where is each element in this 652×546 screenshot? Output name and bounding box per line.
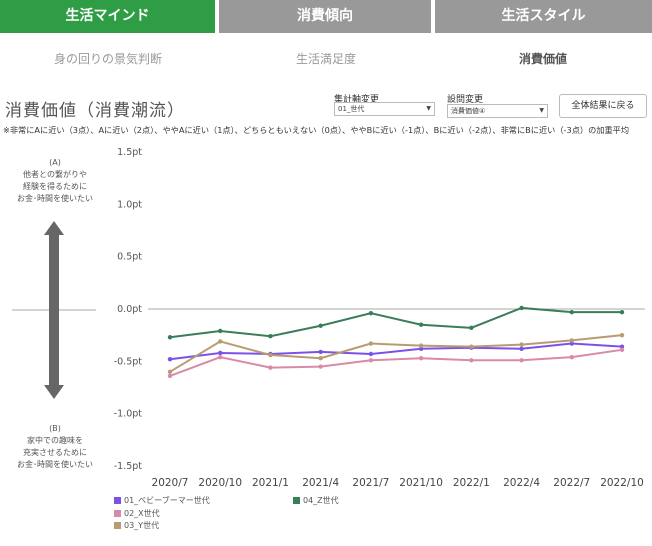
y-tick-label: 1.0pt — [117, 199, 142, 210]
x-tick-label: 2022/7 — [553, 477, 590, 489]
aggregate-select-value: 01_世代 — [338, 105, 364, 113]
data-point — [469, 344, 473, 348]
reset-button[interactable]: 全体結果に戻る — [559, 94, 647, 118]
data-point — [168, 357, 172, 361]
data-point — [268, 334, 272, 338]
data-point — [218, 355, 222, 359]
legend-label: 03_Y世代 — [124, 521, 159, 530]
data-point — [268, 365, 272, 369]
subtab-economy-judgment[interactable]: 身の回りの景気判断 — [8, 50, 208, 67]
data-point — [570, 338, 574, 342]
data-point — [469, 326, 473, 330]
legend-label: 01_ベビーブーマー世代 — [124, 496, 210, 505]
x-tick-label: 2021/1 — [252, 477, 289, 489]
page-title: 消費価値（消費潮流） — [5, 96, 185, 121]
data-point — [168, 335, 172, 339]
legend-item: 02_X世代 — [114, 508, 160, 519]
data-point — [168, 374, 172, 378]
x-tick-label: 2022/4 — [503, 477, 540, 489]
legend-label: 02_X世代 — [124, 509, 160, 518]
y-tick-label: -1.5pt — [114, 461, 143, 472]
data-point — [318, 356, 322, 360]
data-point — [369, 341, 373, 345]
x-tick-label: 2022/10 — [600, 477, 644, 489]
data-point — [318, 364, 322, 368]
data-point — [369, 311, 373, 315]
data-point — [218, 351, 222, 355]
data-point — [620, 333, 624, 337]
legend-item: 04_Z世代 — [293, 495, 339, 506]
legend-label: 04_Z世代 — [303, 496, 339, 505]
data-point — [369, 358, 373, 362]
legend-swatch — [114, 522, 121, 529]
subtab-life-satisfaction[interactable]: 生活満足度 — [226, 50, 426, 67]
question-select[interactable]: 消費価値④ ▼ — [447, 104, 548, 118]
data-point — [218, 329, 222, 333]
data-point — [369, 352, 373, 356]
legend-swatch — [114, 510, 121, 517]
data-point — [318, 324, 322, 328]
aggregate-select[interactable]: 01_世代 ▼ — [334, 102, 435, 116]
series-line — [170, 308, 622, 337]
data-point — [519, 347, 523, 351]
data-point — [519, 306, 523, 310]
y-tick-label: 0.0pt — [117, 304, 142, 315]
line-chart: 1.5pt 1.0pt 0.5pt 0.0pt -0.5pt -1.0pt -1.5pt 20… — [0, 140, 652, 490]
x-tick-label: 2021/10 — [399, 477, 443, 489]
subtab-consumption-value[interactable]: 消費価値 — [443, 50, 643, 67]
data-point — [419, 356, 423, 360]
data-point — [268, 353, 272, 357]
data-point — [168, 370, 172, 374]
data-point — [620, 310, 624, 314]
caret-down-icon: ▼ — [426, 103, 431, 115]
x-tick-label: 2021/4 — [302, 477, 339, 489]
data-point — [218, 339, 222, 343]
legend-swatch — [114, 497, 121, 504]
tab-life-mind[interactable]: 生活マインド — [0, 0, 215, 33]
data-point — [570, 310, 574, 314]
data-point — [570, 355, 574, 359]
data-point — [469, 358, 473, 362]
y-tick-label: 0.5pt — [117, 252, 142, 263]
question-select-value: 消費価値④ — [451, 107, 485, 115]
data-point — [620, 348, 624, 352]
tab-lifestyle[interactable]: 生活スタイル — [435, 0, 652, 33]
data-point — [519, 358, 523, 362]
scoring-note: ※非常にAに近い（3点）、Aに近い（2点）、ややAに近い（1点）、どちらともいえ… — [3, 124, 651, 136]
x-tick-label: 2020/7 — [152, 477, 189, 489]
data-point — [519, 342, 523, 346]
y-tick-label: -0.5pt — [114, 356, 143, 367]
legend-item: 03_Y世代 — [114, 520, 159, 531]
y-tick-label: 1.5pt — [117, 147, 142, 158]
x-tick-label: 2022/1 — [453, 477, 490, 489]
legend-swatch — [293, 497, 300, 504]
caret-down-icon: ▼ — [539, 105, 544, 117]
x-tick-label: 2021/7 — [352, 477, 389, 489]
tab-consumption-trend[interactable]: 消費傾向 — [219, 0, 431, 33]
data-point — [419, 323, 423, 327]
x-tick-label: 2020/10 — [198, 477, 242, 489]
main-tabs: 生活マインド 消費傾向 生活スタイル — [0, 0, 652, 33]
y-tick-label: -1.0pt — [114, 409, 143, 420]
legend-item: 01_ベビーブーマー世代 — [114, 495, 210, 506]
data-point — [419, 343, 423, 347]
data-point — [318, 350, 322, 354]
